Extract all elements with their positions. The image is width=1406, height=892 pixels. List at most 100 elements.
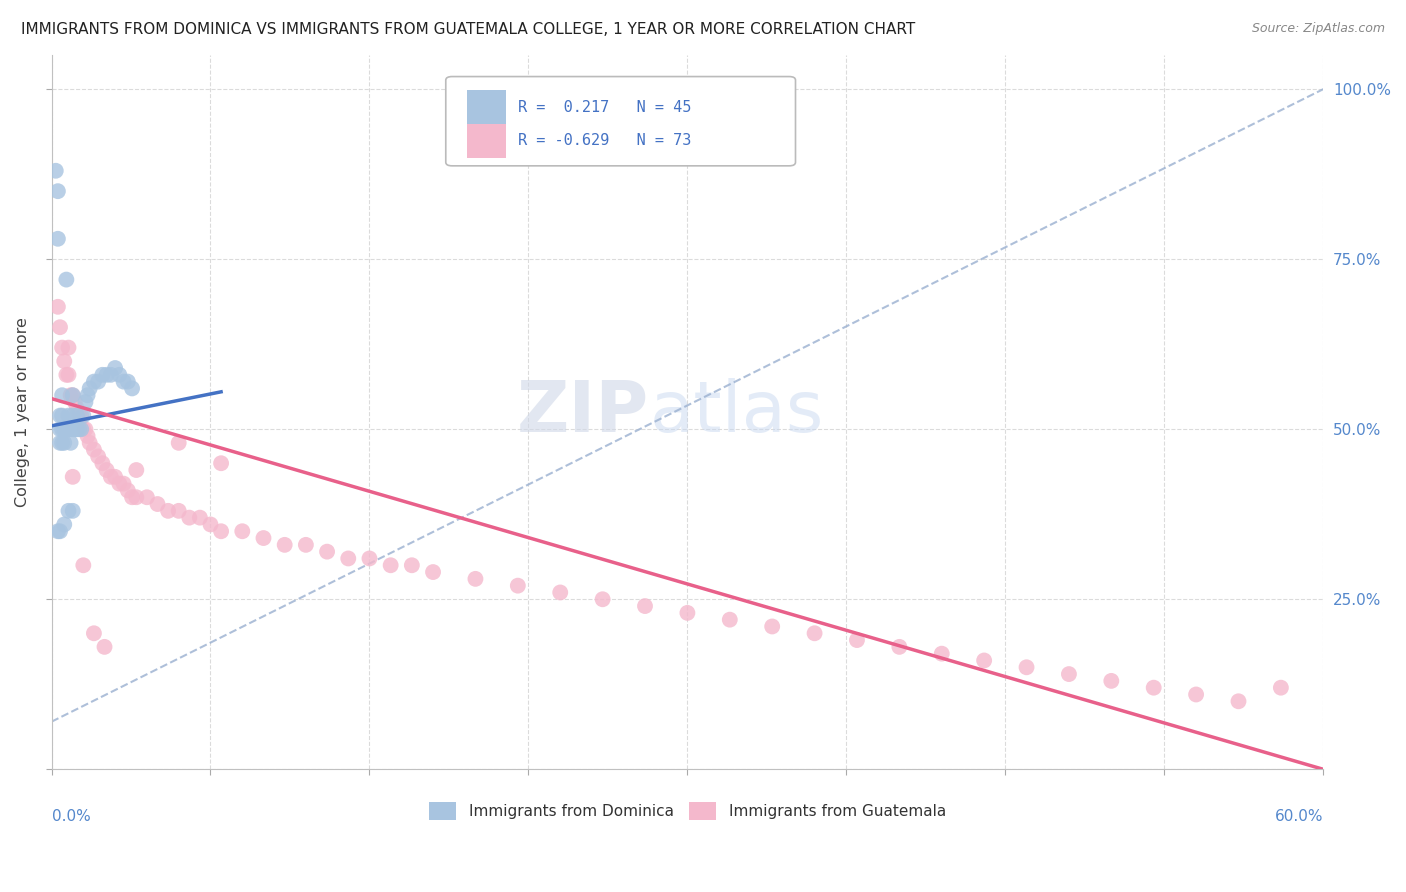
- Point: [62, 409, 84, 423]
- Point: [67, 422, 90, 436]
- Point: [1143, 681, 1166, 695]
- Point: [592, 592, 614, 607]
- Point: [112, 476, 135, 491]
- Point: [53, 517, 76, 532]
- Point: [96, 463, 118, 477]
- Point: [125, 490, 148, 504]
- Point: [337, 551, 360, 566]
- Point: [53, 435, 76, 450]
- Point: [188, 510, 211, 524]
- Point: [55, 368, 77, 382]
- Point: [87, 375, 110, 389]
- Legend: Immigrants from Dominica, Immigrants from Guatemala: Immigrants from Dominica, Immigrants fro…: [423, 796, 952, 826]
- Point: [49, 524, 72, 539]
- Point: [49, 435, 72, 450]
- Point: [96, 368, 118, 382]
- Point: [889, 640, 911, 654]
- Point: [58, 422, 80, 436]
- Point: [104, 361, 127, 376]
- Point: [108, 368, 131, 382]
- Point: [200, 517, 222, 532]
- Point: [58, 504, 80, 518]
- Point: [51, 388, 73, 402]
- Point: [100, 470, 122, 484]
- Point: [62, 388, 84, 402]
- Point: [51, 409, 73, 423]
- Text: 60.0%: 60.0%: [1275, 808, 1323, 823]
- Point: [49, 422, 72, 436]
- Point: [83, 442, 105, 457]
- Point: [83, 375, 105, 389]
- Text: ZIP: ZIP: [517, 377, 650, 447]
- Point: [62, 388, 84, 402]
- Point: [46, 184, 69, 198]
- Point: [91, 368, 114, 382]
- Point: [87, 450, 110, 464]
- Point: [273, 538, 295, 552]
- Point: [167, 435, 190, 450]
- Point: [803, 626, 825, 640]
- Point: [506, 579, 529, 593]
- Point: [157, 504, 180, 518]
- Point: [135, 490, 157, 504]
- Point: [70, 409, 93, 423]
- Point: [55, 422, 77, 436]
- Point: [75, 395, 97, 409]
- Point: [1057, 667, 1080, 681]
- FancyBboxPatch shape: [446, 77, 796, 166]
- Point: [112, 375, 135, 389]
- Point: [59, 388, 82, 402]
- Point: [63, 395, 86, 409]
- Point: [121, 381, 143, 395]
- Point: [167, 504, 190, 518]
- Point: [46, 300, 69, 314]
- Point: [104, 470, 127, 484]
- Point: [46, 524, 69, 539]
- Point: [66, 422, 89, 436]
- Point: [380, 558, 402, 573]
- Point: [45, 163, 67, 178]
- Point: [72, 409, 94, 423]
- Point: [316, 544, 339, 558]
- Point: [973, 653, 995, 667]
- Point: [53, 354, 76, 368]
- Point: [79, 381, 101, 395]
- Point: [63, 422, 86, 436]
- Point: [58, 368, 80, 382]
- Point: [401, 558, 423, 573]
- Point: [79, 435, 101, 450]
- Point: [108, 476, 131, 491]
- Point: [121, 490, 143, 504]
- Point: [91, 456, 114, 470]
- Point: [676, 606, 699, 620]
- Point: [146, 497, 169, 511]
- Point: [209, 524, 232, 539]
- Y-axis label: College, 1 year or more: College, 1 year or more: [15, 318, 30, 508]
- Point: [62, 422, 84, 436]
- Text: 0.0%: 0.0%: [52, 808, 90, 823]
- Point: [49, 320, 72, 334]
- Point: [359, 551, 381, 566]
- Text: atlas: atlas: [650, 377, 824, 447]
- Point: [59, 435, 82, 450]
- Point: [1227, 694, 1250, 708]
- Point: [634, 599, 657, 613]
- Point: [1015, 660, 1038, 674]
- Point: [83, 626, 105, 640]
- Point: [75, 422, 97, 436]
- Point: [55, 272, 77, 286]
- Text: R =  0.217   N = 45: R = 0.217 N = 45: [519, 100, 692, 115]
- Point: [117, 375, 139, 389]
- Point: [718, 613, 741, 627]
- Point: [125, 463, 148, 477]
- Point: [76, 429, 98, 443]
- Point: [72, 558, 94, 573]
- Point: [761, 619, 783, 633]
- FancyBboxPatch shape: [467, 90, 506, 124]
- Point: [76, 388, 98, 402]
- Point: [49, 409, 72, 423]
- Point: [231, 524, 253, 539]
- Text: Source: ZipAtlas.com: Source: ZipAtlas.com: [1251, 22, 1385, 36]
- Point: [1270, 681, 1292, 695]
- Point: [295, 538, 318, 552]
